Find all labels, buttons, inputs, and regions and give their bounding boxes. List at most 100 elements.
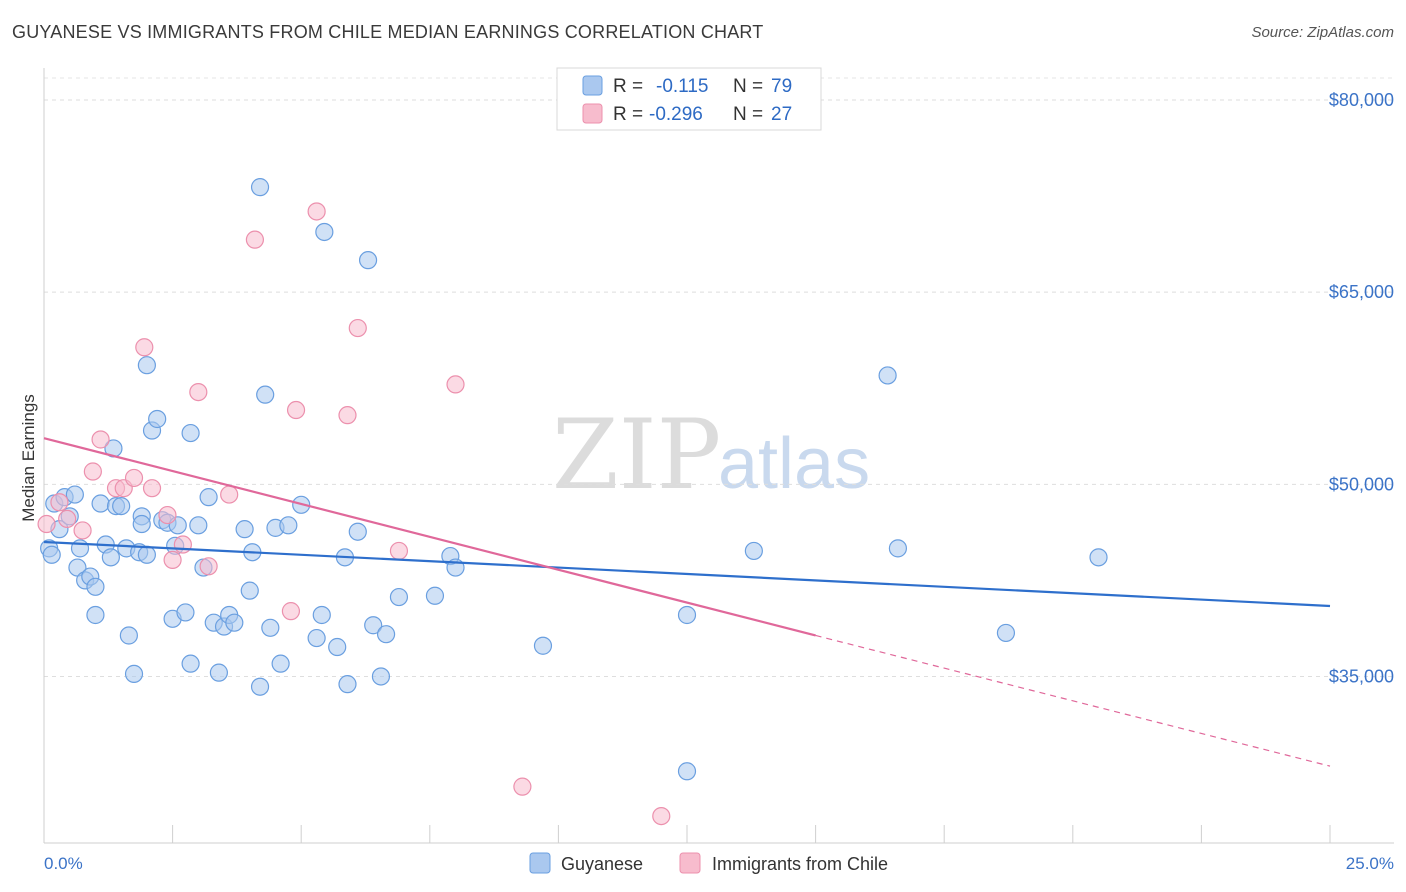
point-chile-11 (158, 505, 177, 525)
trend-lines (43, 437, 1331, 767)
point-guyanese-60 (338, 675, 357, 694)
series-chile-points (37, 202, 671, 826)
point-chile-1 (50, 493, 69, 512)
trend-line-chile-extension (815, 634, 1331, 767)
point-guyanese-48 (250, 677, 270, 696)
trend-line-chile (43, 437, 816, 637)
point-guyanese-49 (256, 385, 275, 404)
legend-swatch-chile (582, 103, 603, 124)
y-tick-label-65000: $65,000 (1329, 282, 1394, 302)
point-guyanese-55 (307, 628, 326, 648)
bottom-legend-label-guyanese: Guyanese (561, 854, 643, 874)
legend-r-label-guyanese: R = (613, 76, 643, 97)
point-chile-12 (163, 550, 182, 570)
point-guyanese-40 (209, 663, 228, 682)
chart-title: GUYANESE VS IMMIGRANTS FROM CHILE MEDIAN… (12, 22, 764, 42)
point-guyanese-20 (119, 626, 138, 645)
point-guyanese-50 (261, 618, 280, 637)
point-chile-24 (446, 375, 465, 394)
point-chile-10 (142, 479, 162, 498)
point-guyanese-62 (358, 251, 378, 270)
point-chile-5 (91, 430, 110, 449)
point-guyanese-52 (271, 654, 290, 673)
point-chile-23 (389, 541, 409, 561)
bottom-legend: Guyanese Immigrants from Chile (529, 852, 888, 874)
watermark-atlas: atlas (718, 424, 870, 504)
point-guyanese-71 (677, 762, 697, 781)
point-chile-2 (58, 509, 77, 529)
point-guyanese-15 (101, 548, 120, 567)
point-guyanese-63 (364, 616, 383, 635)
point-chile-25 (513, 777, 532, 796)
point-chile-17 (245, 230, 265, 249)
legend-r-label-chile: R = (613, 104, 643, 125)
point-chile-20 (307, 202, 326, 221)
point-guyanese-75 (888, 539, 908, 558)
legend-swatch-guyanese (582, 75, 603, 96)
point-chile-15 (199, 557, 218, 576)
point-chile-26 (652, 806, 671, 826)
point-guyanese-6 (65, 485, 84, 504)
legend-box: R = -0.115 N = 79 R = -0.296 N = 27 (556, 67, 822, 131)
point-guyanese-38 (199, 488, 218, 507)
point-guyanese-12 (86, 577, 105, 596)
bottom-legend-swatch-guyanese (529, 852, 551, 874)
point-chile-19 (286, 400, 306, 420)
point-guyanese-74 (878, 366, 897, 385)
point-guyanese-78 (132, 514, 151, 534)
legend-n-label-chile: N = (733, 104, 763, 125)
point-guyanese-77 (1089, 548, 1108, 567)
point-chile-16 (220, 485, 239, 504)
point-guyanese-66 (389, 587, 409, 607)
legend-n-value-guyanese: 79 (771, 76, 792, 97)
axes (43, 68, 1394, 844)
point-chile-22 (348, 318, 367, 338)
point-chile-0 (37, 514, 56, 534)
point-guyanese-67 (425, 586, 445, 605)
point-guyanese-35 (181, 423, 200, 443)
point-guyanese-34 (181, 654, 200, 673)
bottom-legend-swatch-chile (679, 852, 701, 874)
point-guyanese-1 (42, 545, 61, 564)
point-guyanese-58 (328, 637, 347, 657)
point-guyanese-36 (189, 516, 208, 535)
point-chile-3 (73, 521, 92, 540)
point-guyanese-47 (250, 178, 270, 197)
point-guyanese-64 (371, 667, 391, 686)
point-guyanese-11 (86, 605, 105, 625)
bottom-legend-label-chile: Immigrants from Chile (712, 854, 888, 874)
point-chile-9 (135, 338, 154, 357)
point-chile-8 (124, 468, 144, 488)
point-guyanese-13 (91, 494, 110, 513)
point-guyanese-56 (312, 605, 331, 625)
x-ticks (172, 825, 1331, 843)
watermark-zip: ZIP (552, 399, 721, 511)
point-guyanese-21 (124, 664, 144, 684)
x-tick-label-min: 0.0% (44, 854, 83, 873)
y-axis-title: Median Earnings (19, 394, 38, 522)
point-guyanese-45 (240, 581, 259, 600)
y-tick-label-80000: $80,000 (1329, 90, 1394, 110)
y-tick-labels: $35,000 $50,000 $65,000 $80,000 (1329, 90, 1394, 686)
point-guyanese-33 (176, 603, 195, 622)
legend-r-value-guyanese: -0.115 (656, 76, 708, 97)
point-chile-13 (173, 535, 192, 554)
source-credit: Source: ZipAtlas.com (1251, 24, 1394, 41)
point-guyanese-76 (996, 623, 1016, 643)
point-guyanese-65 (376, 625, 396, 644)
x-tick-label-max: 25.0% (1346, 854, 1394, 873)
y-tick-label-50000: $50,000 (1329, 474, 1394, 494)
point-chile-14 (189, 382, 208, 402)
trend-line-guyanese (43, 540, 1331, 608)
point-guyanese-73 (744, 541, 763, 561)
point-guyanese-27 (148, 409, 167, 429)
legend-n-label-guyanese: N = (733, 76, 763, 97)
point-guyanese-25 (137, 545, 156, 564)
y-tick-label-35000: $35,000 (1329, 666, 1394, 686)
series-guyanese-points (40, 178, 1108, 781)
legend-n-value-chile: 27 (771, 104, 792, 125)
point-guyanese-43 (225, 613, 244, 632)
point-guyanese-70 (533, 636, 553, 655)
point-guyanese-24 (137, 356, 156, 375)
